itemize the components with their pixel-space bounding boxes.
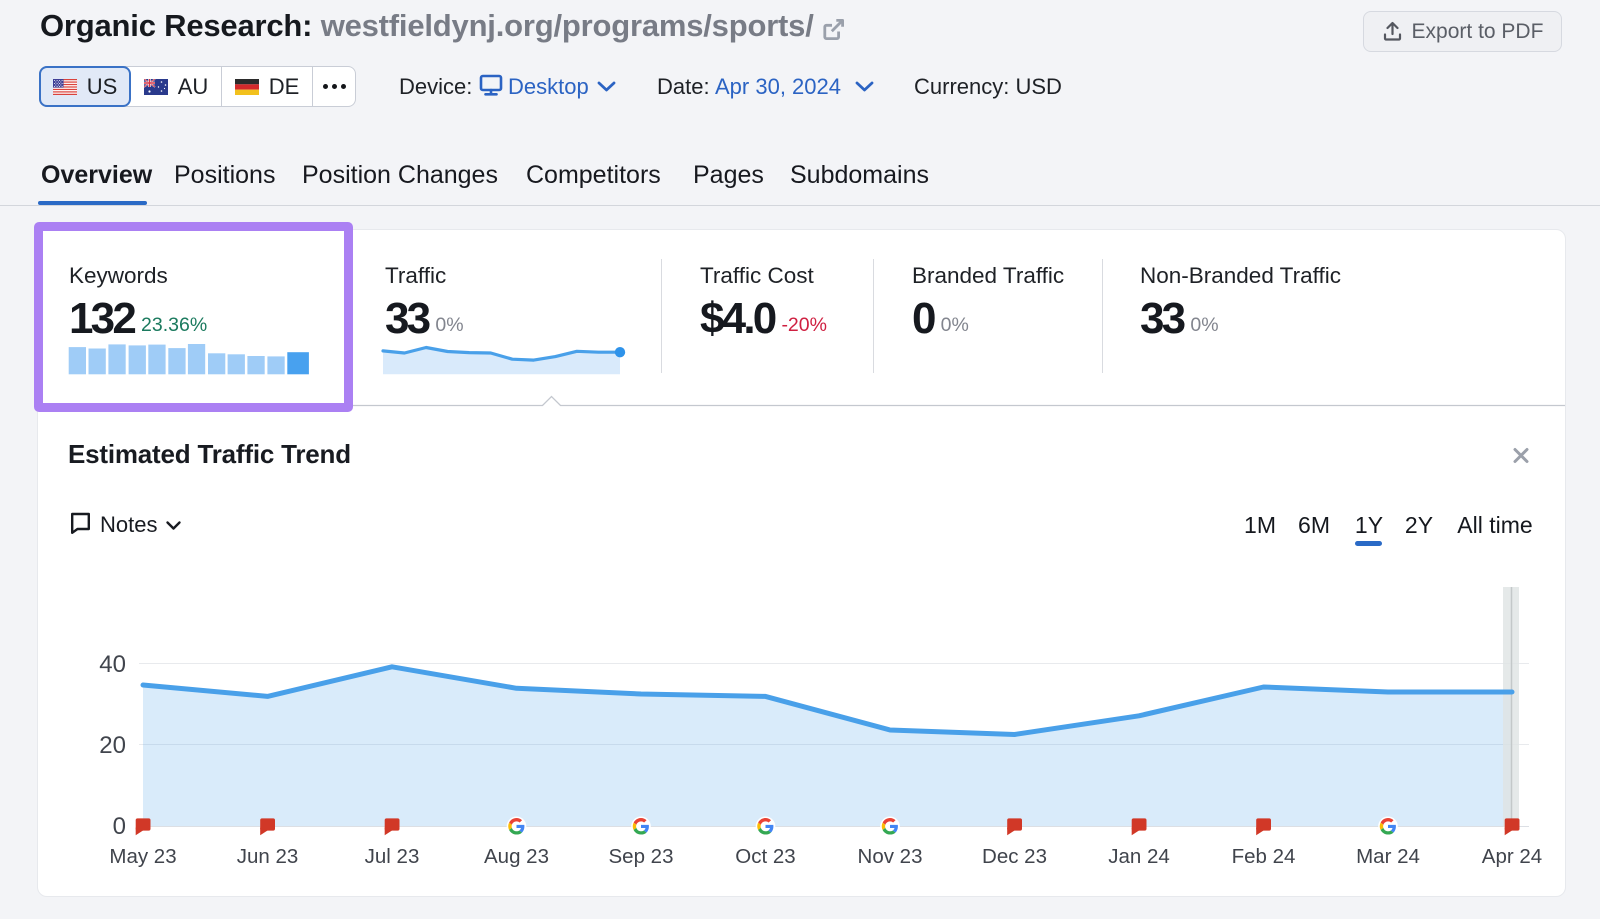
svg-text:Oct 23: Oct 23 [735, 845, 795, 868]
svg-text:Feb 24: Feb 24 [1232, 845, 1296, 868]
svg-text:40: 40 [99, 651, 126, 678]
svg-text:Apr 24: Apr 24 [1482, 845, 1542, 868]
svg-text:0: 0 [113, 813, 126, 840]
svg-text:Jan 24: Jan 24 [1108, 845, 1170, 868]
svg-text:Sep 23: Sep 23 [609, 845, 674, 868]
svg-text:20: 20 [99, 732, 126, 759]
svg-text:Aug 23: Aug 23 [484, 845, 549, 868]
svg-text:May 23: May 23 [109, 845, 176, 868]
svg-text:Dec 23: Dec 23 [982, 845, 1047, 868]
svg-text:Jul 23: Jul 23 [365, 845, 420, 868]
svg-text:Nov 23: Nov 23 [858, 845, 923, 868]
svg-text:Mar 24: Mar 24 [1356, 845, 1420, 868]
svg-text:Jun 23: Jun 23 [237, 845, 299, 868]
